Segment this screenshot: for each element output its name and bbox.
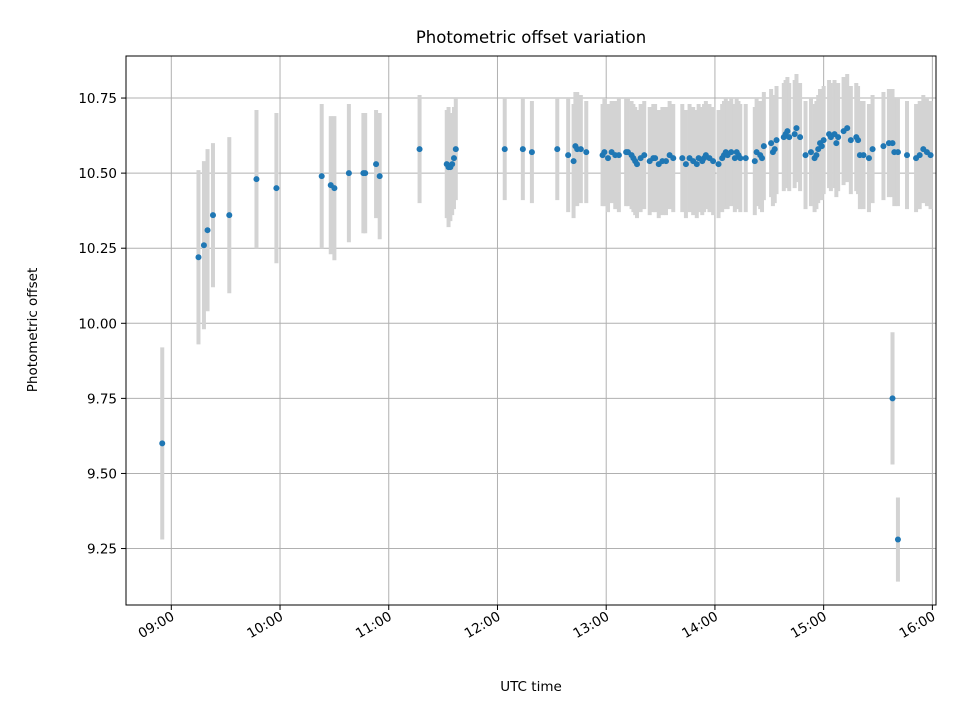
data-point <box>682 161 689 168</box>
data-point <box>501 146 508 153</box>
data-point <box>449 161 456 168</box>
y-tick-label: 10.25 <box>78 241 117 257</box>
x-tick-label: 09:00 <box>136 609 178 642</box>
x-tick-label: 10:00 <box>244 609 286 642</box>
data-point <box>209 212 216 219</box>
data-point <box>784 128 791 135</box>
data-point <box>889 395 896 402</box>
data-point <box>894 149 901 156</box>
data-point <box>450 155 457 162</box>
data-point <box>844 125 851 132</box>
data-point <box>554 146 561 153</box>
data-point <box>615 152 622 159</box>
data-point <box>894 536 901 543</box>
data-point <box>605 155 612 162</box>
data-point <box>376 173 383 180</box>
data-point <box>318 173 325 180</box>
data-point <box>771 146 778 153</box>
data-point <box>927 152 934 159</box>
data-point <box>452 146 459 153</box>
data-point <box>273 185 280 192</box>
data-point <box>847 137 854 144</box>
data-point <box>865 155 872 162</box>
data-point <box>652 155 659 162</box>
y-tick-label: 9.75 <box>87 391 117 407</box>
data-point <box>373 161 380 168</box>
x-tick-label: 14:00 <box>679 609 721 642</box>
data-point <box>791 131 798 138</box>
data-point <box>528 149 535 156</box>
data-point <box>634 161 641 168</box>
data-point <box>889 140 896 147</box>
data-point <box>742 155 749 162</box>
data-point <box>577 146 584 153</box>
data-point <box>200 242 207 249</box>
data-point <box>768 140 775 147</box>
x-axis-label: UTC time <box>500 679 562 695</box>
data-point <box>416 146 423 153</box>
data-point <box>345 170 352 177</box>
data-point <box>860 152 867 159</box>
data-point <box>760 143 767 150</box>
data-point <box>204 227 211 234</box>
data-point <box>663 158 669 165</box>
y-tick-label: 10.50 <box>78 166 117 182</box>
x-axis: 09:00 10:00 11:00 12:00 13:00 14:00 15:00 16:00 <box>136 605 939 642</box>
x-tick-label: 16:00 <box>897 609 939 642</box>
y-tick-label: 9.50 <box>87 466 117 482</box>
y-tick-label: 10.75 <box>78 91 117 107</box>
data-point <box>226 212 233 219</box>
data-point <box>818 143 825 150</box>
data-point <box>362 170 369 177</box>
data-point <box>835 134 842 141</box>
x-tick-label: 15:00 <box>788 609 830 642</box>
data-point <box>751 158 758 165</box>
data-point <box>833 140 840 147</box>
data-points <box>159 125 934 543</box>
data-point <box>715 161 722 168</box>
x-tick-label: 13:00 <box>571 609 613 642</box>
data-point <box>855 137 862 144</box>
data-point <box>253 176 260 183</box>
data-point <box>759 155 766 162</box>
data-point <box>601 149 608 156</box>
data-point <box>786 134 793 141</box>
y-tick-label: 9.25 <box>87 542 117 558</box>
data-point <box>570 158 577 165</box>
data-point <box>773 137 780 144</box>
x-tick-label: 11:00 <box>353 609 395 642</box>
data-point <box>728 149 735 156</box>
data-point <box>159 440 166 447</box>
data-point <box>583 149 590 156</box>
data-point <box>880 143 887 150</box>
data-point <box>195 254 202 261</box>
x-tick-label: 12:00 <box>462 609 504 642</box>
plot-frame <box>125 55 937 606</box>
chart-title: Photometric offset variation <box>416 28 646 47</box>
data-point <box>565 152 572 159</box>
data-point <box>813 152 820 159</box>
data-point <box>793 125 800 132</box>
data-point <box>519 146 526 153</box>
data-point <box>641 152 648 159</box>
data-point <box>331 185 338 192</box>
data-point <box>737 155 744 162</box>
data-point <box>710 158 717 165</box>
data-point <box>820 137 827 144</box>
data-point <box>869 146 876 153</box>
y-tick-label: 10.00 <box>78 316 117 332</box>
y-axis: 9.25 9.50 9.75 10.00 10.25 10.50 10.75 <box>78 91 126 558</box>
data-point <box>904 152 911 159</box>
data-point <box>916 152 923 159</box>
data-point <box>797 134 804 141</box>
data-point <box>807 149 814 156</box>
error-bars <box>160 74 933 582</box>
data-point <box>670 155 677 162</box>
data-point <box>679 155 686 162</box>
data-point <box>802 152 809 159</box>
data-point <box>693 161 700 168</box>
y-axis-label: Photometric offset <box>25 268 41 392</box>
